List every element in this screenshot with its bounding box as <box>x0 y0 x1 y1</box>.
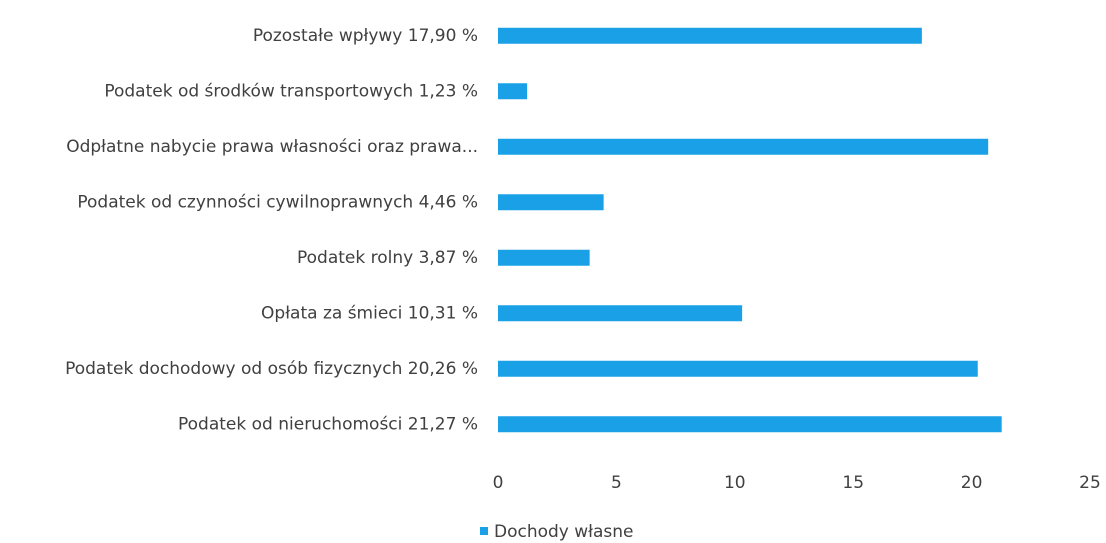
y-tick-label: Podatek rolny 3,87 % <box>297 248 478 268</box>
y-tick-label: Podatek od nieruchomości 21,27 % <box>178 414 478 434</box>
x-tick-label: 0 <box>493 473 504 493</box>
y-tick-label: Podatek od środków transportowych 1,23 % <box>104 81 478 101</box>
y-tick-label: Podatek dochodowy od osób fizycznych 20,… <box>65 359 478 379</box>
bar <box>498 138 989 155</box>
x-tick-label: 20 <box>961 473 983 493</box>
x-tick-label: 10 <box>724 473 746 493</box>
bar <box>498 83 528 100</box>
x-tick-label: 15 <box>842 473 864 493</box>
legend-label: Dochody własne <box>494 522 634 542</box>
bar <box>498 305 743 322</box>
bar <box>498 249 590 266</box>
x-tick-label: 25 <box>1079 473 1101 493</box>
y-tick-label: Odpłatne nabycie prawa własności oraz pr… <box>66 137 478 157</box>
y-tick-label: Pozostałe wpływy 17,90 % <box>253 26 478 46</box>
bar <box>498 360 978 377</box>
legend-swatch <box>480 527 488 535</box>
x-tick-label: 5 <box>611 473 622 493</box>
y-tick-label: Opłata za śmieci 10,31 % <box>261 303 478 323</box>
bar <box>498 27 922 44</box>
y-tick-label: Podatek od czynności cywilnoprawnych 4,4… <box>77 192 478 212</box>
bar <box>498 416 1002 433</box>
bar <box>498 194 604 211</box>
